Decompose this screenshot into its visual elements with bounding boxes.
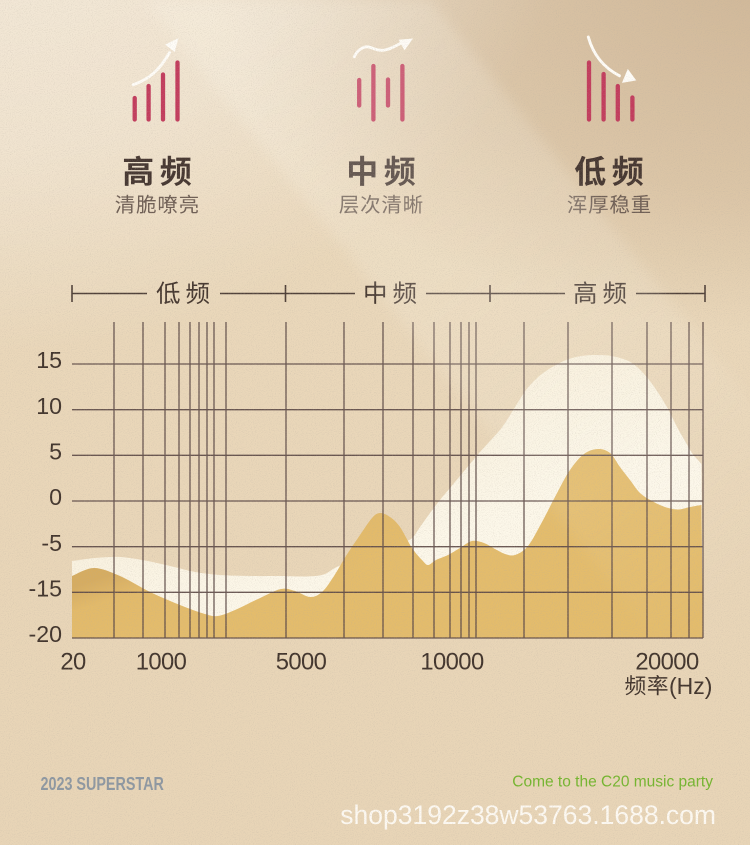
svg-text:Come to the C20 music party: Come to the C20 music party <box>512 774 713 791</box>
svg-text:2023 SUPERSTAR: 2023 SUPERSTAR <box>41 774 164 794</box>
svg-text:10: 10 <box>36 393 62 419</box>
svg-text:20000: 20000 <box>635 649 699 676</box>
svg-text:10000: 10000 <box>420 649 484 676</box>
svg-text:-5: -5 <box>41 530 62 556</box>
svg-text:5000: 5000 <box>276 649 327 676</box>
svg-text:1000: 1000 <box>136 649 187 676</box>
svg-text:15: 15 <box>36 347 62 373</box>
svg-text:-20: -20 <box>28 621 62 647</box>
svg-text:-15: -15 <box>28 576 62 602</box>
svg-text:20: 20 <box>60 649 86 676</box>
svg-text:shop3192z38w53763.1688.com: shop3192z38w53763.1688.com <box>340 800 716 830</box>
svg-text:5: 5 <box>49 439 62 465</box>
svg-text:(Hz): (Hz) <box>669 673 712 699</box>
svg-text:0: 0 <box>49 484 62 510</box>
